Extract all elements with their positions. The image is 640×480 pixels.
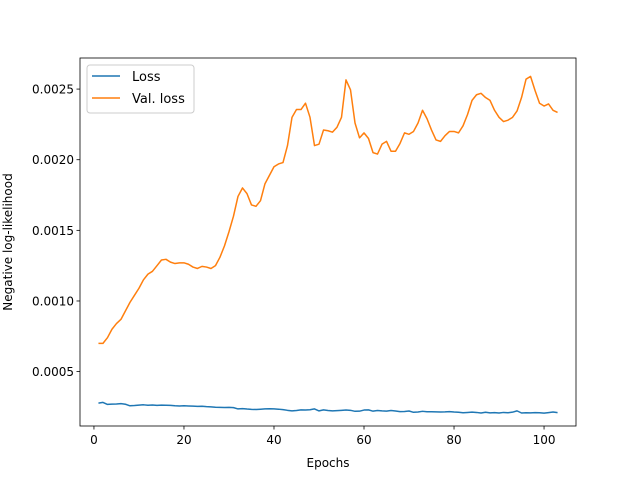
y-axis-ticks: 0.0005 0.0010 0.0015 0.0020 0.0025 — [32, 83, 80, 379]
legend: Loss Val. loss — [86, 64, 195, 114]
y-axis-label: Negative log-likelihood — [1, 173, 15, 310]
series-line-val-loss — [98, 75, 558, 345]
series-line-loss — [98, 401, 558, 414]
x-tick-label: 100 — [533, 433, 556, 447]
plot-lines — [98, 75, 558, 414]
x-tick-label: 0 — [90, 433, 98, 447]
legend-label-val-loss: Val. loss — [132, 92, 185, 107]
y-tick-label: 0.0005 — [32, 365, 74, 379]
y-tick-label: 0.0025 — [32, 83, 74, 97]
legend-label-loss: Loss — [132, 70, 161, 85]
x-axis-label: Epochs — [307, 456, 350, 470]
x-tick-label: 80 — [446, 433, 461, 447]
x-tick-label: 40 — [266, 433, 281, 447]
y-tick-label: 0.0010 — [32, 294, 74, 308]
x-tick-label: 60 — [356, 433, 371, 447]
y-tick-label: 0.0015 — [32, 224, 74, 238]
legend-box — [86, 64, 195, 114]
x-tick-label: 20 — [176, 433, 191, 447]
plot-frame — [79, 57, 577, 427]
x-axis-ticks: 0 20 40 60 80 100 — [90, 426, 555, 447]
y-tick-label: 0.0020 — [32, 153, 74, 167]
